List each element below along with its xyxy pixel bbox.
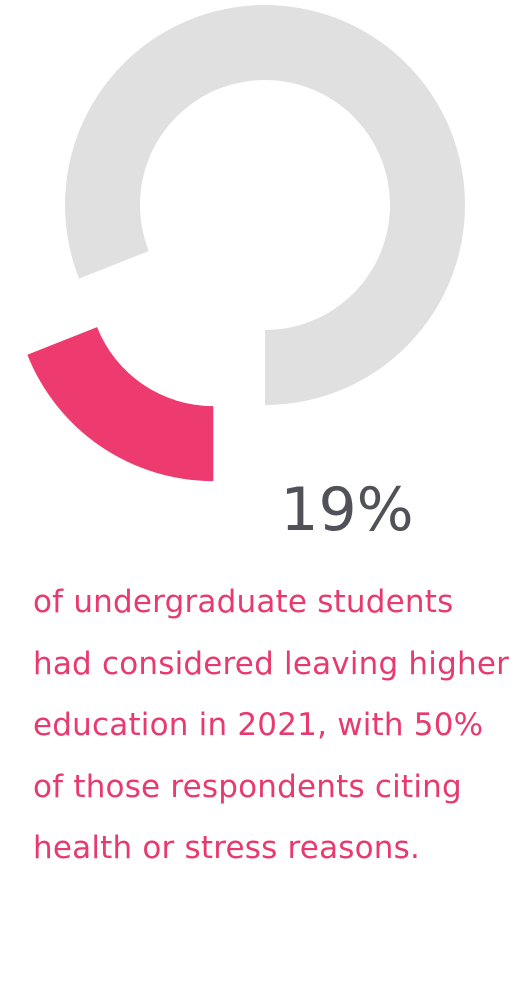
donut-segment — [64, 4, 466, 406]
donut-segment — [27, 327, 214, 482]
chart: 19% — [27, 4, 466, 545]
caption: of undergraduate students had considered… — [33, 584, 510, 866]
value-label: 19% — [280, 475, 413, 545]
